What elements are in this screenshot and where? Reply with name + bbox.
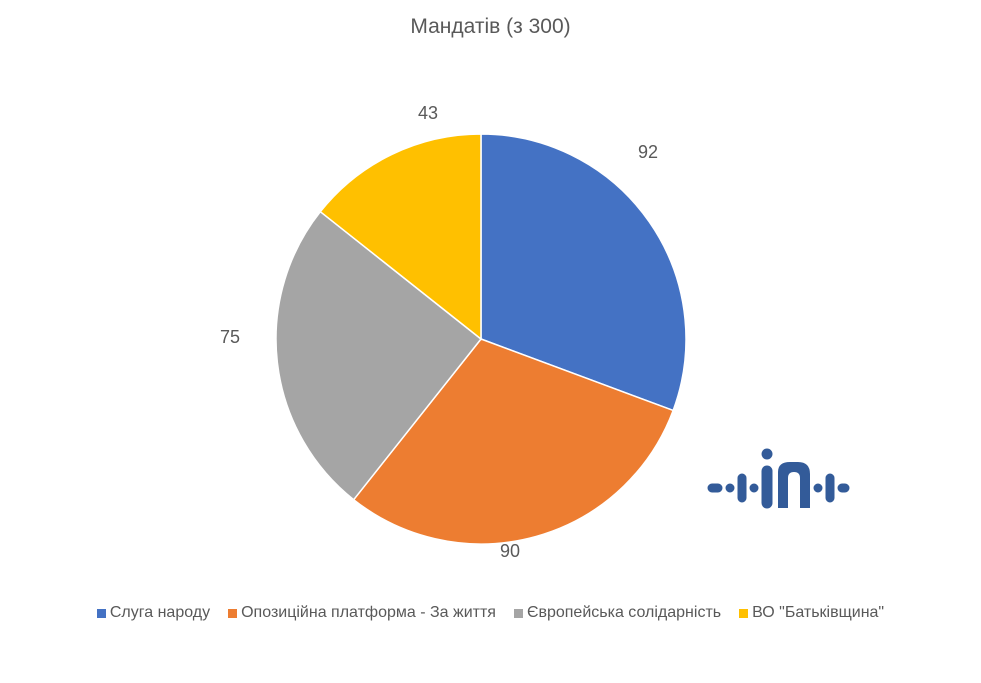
chart-container: Мандатів (з 300) 92 90 75 43 Слуга народ…: [0, 0, 981, 683]
data-label-0: 92: [638, 142, 658, 163]
legend-item-2: Європейська солідарність: [514, 604, 721, 622]
data-label-3: 43: [418, 103, 438, 124]
chart-title: Мандатів (з 300): [40, 15, 941, 39]
legend-swatch-3: [739, 609, 748, 618]
legend-label-1: Опозиційна платформа - За життя: [241, 604, 496, 622]
legend-swatch-0: [97, 609, 106, 618]
legend-label-0: Слуга народу: [110, 604, 210, 622]
legend-item-0: Слуга народу: [97, 604, 210, 622]
legend-label-2: Європейська солідарність: [527, 604, 721, 622]
logo-icon: [706, 444, 851, 514]
data-label-1: 90: [500, 541, 520, 562]
legend-item-3: ВО "Батьківщина": [739, 604, 884, 622]
legend-swatch-2: [514, 609, 523, 618]
legend-swatch-1: [228, 609, 237, 618]
data-label-2: 75: [220, 327, 240, 348]
pie-area: 92 90 75 43: [40, 49, 941, 594]
legend-label-3: ВО "Батьківщина": [752, 604, 884, 622]
legend-item-1: Опозиційна платформа - За життя: [228, 604, 496, 622]
legend: Слуга народу Опозиційна платформа - За ж…: [40, 604, 941, 622]
